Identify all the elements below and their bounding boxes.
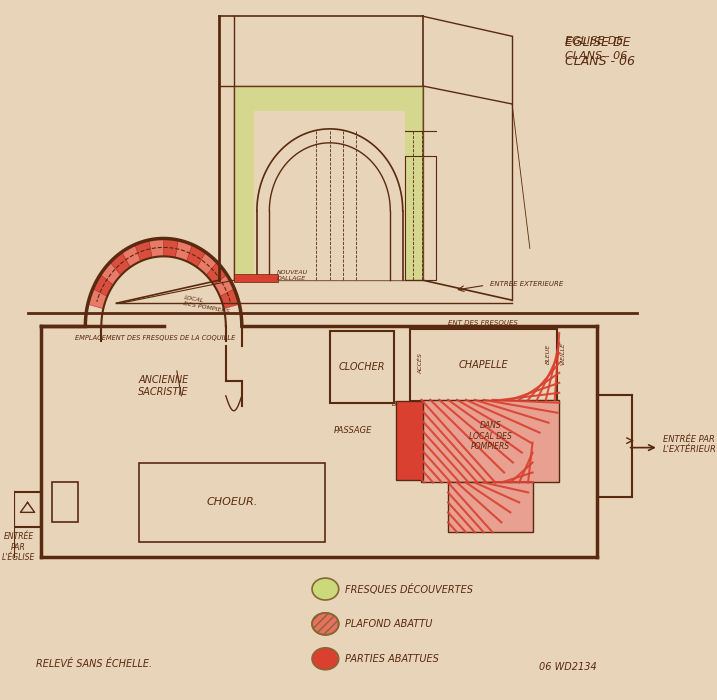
Text: ANCIENNE
SACRISTIE: ANCIENNE SACRISTIE (138, 375, 189, 397)
Bar (397, 401, 423, 480)
Bar (14, 492, 41, 527)
Text: PARTIES ABATTUES: PARTIES ABATTUES (345, 654, 439, 664)
Polygon shape (186, 244, 206, 267)
Text: BLEUE: BLEUE (546, 344, 551, 364)
Text: CHAPELLE: CHAPELLE (458, 360, 508, 370)
Bar (138, 463, 326, 542)
Text: ENTRÉE PAR
L'EXTÉRIEUR: ENTRÉE PAR L'EXTÉRIEUR (663, 435, 717, 454)
Text: ENTREE EXTERIEURE: ENTREE EXTERIEURE (490, 281, 563, 287)
Text: BNE: BNE (392, 401, 407, 407)
Text: ACCÈS: ACCÈS (418, 354, 423, 374)
Text: 06 WD2134: 06 WD2134 (538, 662, 597, 672)
Text: PASSAGE: PASSAGE (334, 426, 373, 435)
Bar (448, 482, 533, 532)
Polygon shape (149, 239, 163, 258)
Text: CHOEUR.: CHOEUR. (206, 498, 257, 508)
Ellipse shape (312, 578, 338, 600)
Polygon shape (163, 239, 179, 258)
Polygon shape (135, 240, 152, 261)
Bar (52, 482, 78, 522)
Polygon shape (234, 86, 423, 280)
Text: DANS
LOCAL DES
POMPIERS: DANS LOCAL DES POMPIERS (469, 421, 512, 451)
Polygon shape (87, 289, 108, 309)
Text: VIEILLE: VIEILLE (561, 342, 566, 365)
Polygon shape (100, 262, 121, 285)
Text: EGLISE DE
CLANS - 06: EGLISE DE CLANS - 06 (566, 36, 635, 69)
Text: EGLISE DE
CLANS - 06: EGLISE DE CLANS - 06 (566, 36, 628, 61)
Polygon shape (110, 252, 130, 275)
Bar (410, 329, 556, 401)
Text: NOUVEAU
DALLAGE: NOUVEAU DALLAGE (277, 270, 308, 281)
Text: PLAFOND ABATTU: PLAFOND ABATTU (345, 619, 432, 629)
Bar (422, 400, 559, 482)
Polygon shape (206, 262, 227, 285)
Text: FRESQUES DÉCOUVERTES: FRESQUES DÉCOUVERTES (345, 584, 473, 594)
Polygon shape (255, 111, 405, 280)
Bar (404, 156, 436, 280)
Bar (234, 274, 278, 282)
Polygon shape (220, 289, 239, 309)
Ellipse shape (312, 648, 338, 670)
Polygon shape (175, 240, 192, 261)
Text: LOCAL
DES POMPIERS: LOCAL DES POMPIERS (183, 295, 231, 314)
Text: EMPLACEMENT DES FRESQUES DE LA COQUILLE: EMPLACEMENT DES FRESQUES DE LA COQUILLE (75, 335, 234, 341)
Polygon shape (92, 274, 113, 296)
Text: RELEVÉ SANS ÉCHELLE.: RELEVÉ SANS ÉCHELLE. (37, 659, 153, 668)
Polygon shape (122, 244, 141, 267)
Text: ENT DES FRESQUES: ENT DES FRESQUES (448, 320, 518, 326)
Ellipse shape (312, 613, 338, 635)
Polygon shape (197, 252, 217, 275)
Text: ENTRÉE
PAR
L'ÉGLISE: ENTRÉE PAR L'ÉGLISE (2, 532, 35, 562)
Bar (330, 331, 394, 402)
Text: CLOCHER: CLOCHER (338, 362, 385, 372)
Polygon shape (214, 274, 234, 296)
